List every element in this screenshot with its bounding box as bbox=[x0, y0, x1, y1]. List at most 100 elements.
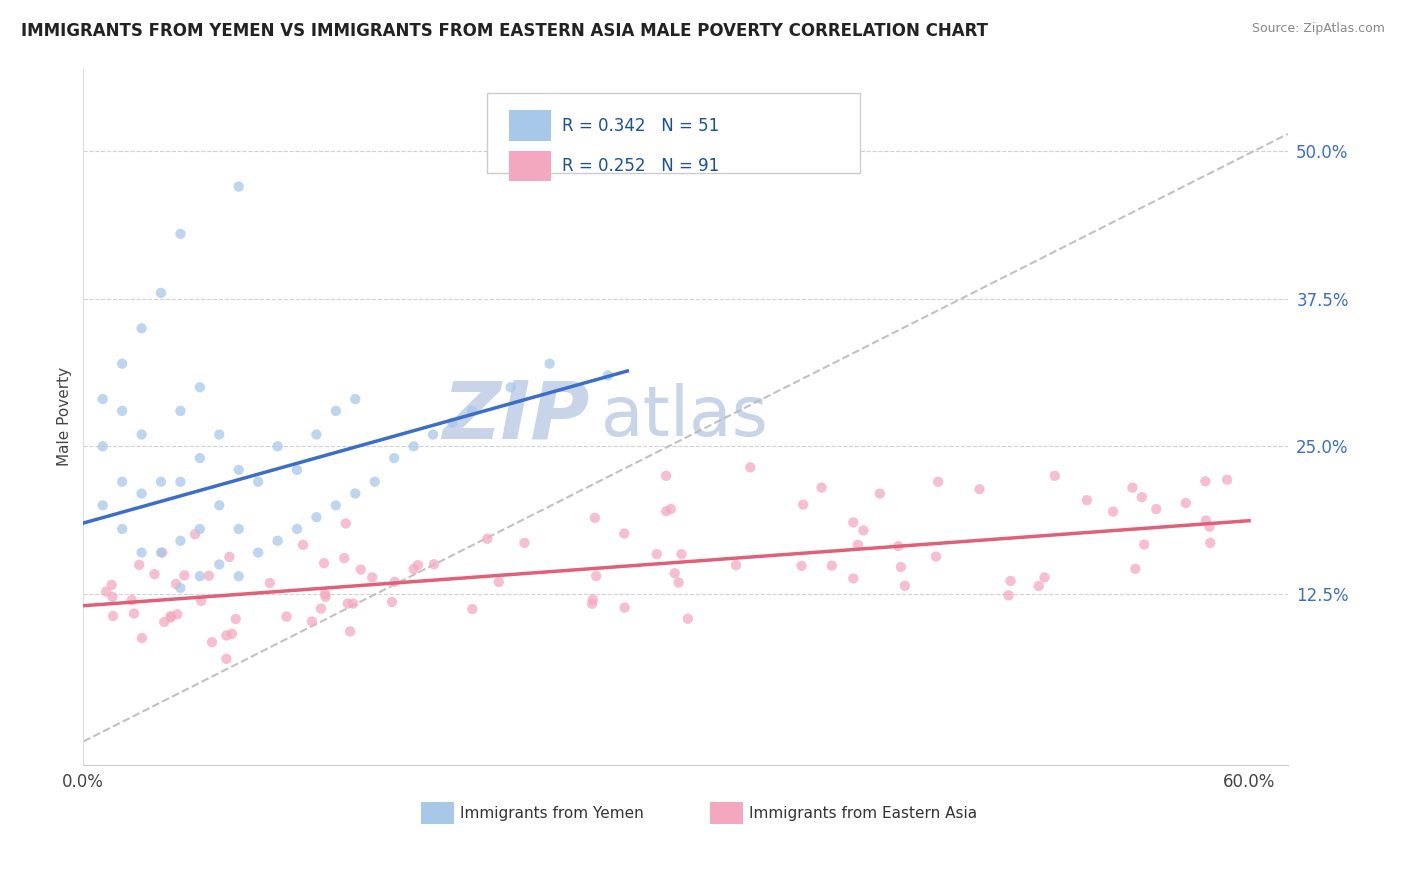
Point bbox=[676, 612, 699, 626]
Point bbox=[160, 610, 183, 624]
Text: Immigrants from Eastern Asia: Immigrants from Eastern Asia bbox=[749, 805, 977, 821]
Point bbox=[655, 468, 678, 483]
Point bbox=[165, 577, 187, 591]
Point bbox=[131, 427, 153, 442]
Point bbox=[810, 481, 832, 495]
Point bbox=[325, 404, 347, 418]
Point bbox=[111, 404, 134, 418]
Point bbox=[276, 609, 298, 624]
Point bbox=[201, 635, 224, 649]
Bar bbox=[509, 151, 551, 181]
Point bbox=[477, 532, 499, 546]
Point bbox=[188, 569, 211, 583]
Point bbox=[1130, 490, 1153, 504]
Point bbox=[821, 558, 844, 573]
Point bbox=[247, 475, 270, 489]
Point bbox=[247, 545, 270, 559]
Point bbox=[159, 609, 181, 624]
Point bbox=[153, 615, 176, 629]
Point bbox=[499, 380, 522, 394]
Point bbox=[585, 569, 607, 583]
Point bbox=[333, 551, 356, 566]
Point bbox=[339, 624, 361, 639]
Point bbox=[740, 460, 762, 475]
Point bbox=[131, 486, 153, 500]
Point bbox=[488, 574, 510, 589]
Point bbox=[122, 607, 145, 621]
Point bbox=[208, 558, 231, 572]
Point bbox=[150, 475, 173, 489]
Point bbox=[188, 522, 211, 536]
Point bbox=[150, 285, 173, 300]
Point bbox=[1144, 502, 1167, 516]
Point bbox=[188, 380, 211, 394]
Point bbox=[613, 600, 636, 615]
Point bbox=[969, 482, 991, 496]
Point bbox=[301, 615, 323, 629]
Point bbox=[1076, 493, 1098, 508]
Point bbox=[208, 499, 231, 513]
Point bbox=[325, 499, 347, 513]
Point bbox=[215, 652, 238, 666]
Point bbox=[305, 510, 328, 524]
Point bbox=[381, 595, 404, 609]
Point bbox=[101, 590, 124, 604]
Point bbox=[111, 475, 134, 489]
Point bbox=[613, 526, 636, 541]
Point bbox=[215, 628, 238, 642]
Point bbox=[382, 451, 405, 466]
Point bbox=[169, 227, 191, 241]
Point bbox=[335, 516, 357, 531]
Point bbox=[1033, 570, 1056, 584]
Point bbox=[342, 597, 364, 611]
Text: IMMIGRANTS FROM YEMEN VS IMMIGRANTS FROM EASTERN ASIA MALE POVERTY CORRELATION C: IMMIGRANTS FROM YEMEN VS IMMIGRANTS FROM… bbox=[21, 22, 988, 40]
Point bbox=[596, 368, 619, 383]
Point bbox=[1133, 537, 1156, 551]
Point bbox=[790, 558, 813, 573]
Point bbox=[266, 533, 288, 548]
Point bbox=[422, 427, 444, 442]
Point bbox=[208, 427, 231, 442]
Point bbox=[221, 627, 243, 641]
Bar bbox=[710, 802, 744, 824]
Point bbox=[441, 416, 464, 430]
Point bbox=[225, 612, 247, 626]
Point bbox=[218, 549, 240, 564]
Point bbox=[228, 463, 250, 477]
Point bbox=[344, 486, 367, 500]
Point bbox=[91, 499, 114, 513]
Point bbox=[887, 539, 910, 553]
Point bbox=[1194, 475, 1216, 489]
Point bbox=[997, 588, 1019, 602]
Point bbox=[111, 357, 134, 371]
Point bbox=[312, 556, 335, 570]
Point bbox=[285, 463, 308, 477]
Point bbox=[169, 404, 191, 418]
Point bbox=[197, 568, 219, 582]
Point bbox=[131, 321, 153, 335]
Point bbox=[581, 597, 603, 611]
Point bbox=[150, 545, 173, 559]
Point bbox=[314, 587, 336, 601]
Point bbox=[91, 439, 114, 453]
Point bbox=[645, 547, 668, 561]
Point bbox=[583, 510, 606, 524]
Point bbox=[1123, 562, 1146, 576]
Point bbox=[292, 538, 315, 552]
Point bbox=[927, 475, 949, 489]
Point bbox=[724, 558, 747, 573]
Point bbox=[188, 451, 211, 466]
Point bbox=[655, 504, 678, 518]
Point bbox=[111, 522, 134, 536]
Point bbox=[852, 524, 875, 538]
Point bbox=[228, 522, 250, 536]
Point bbox=[384, 574, 406, 589]
Point bbox=[423, 558, 446, 572]
Point bbox=[1102, 505, 1125, 519]
Point bbox=[664, 566, 686, 581]
Point bbox=[143, 567, 166, 582]
Point bbox=[131, 631, 153, 645]
Point bbox=[166, 607, 188, 622]
Text: R = 0.252   N = 91: R = 0.252 N = 91 bbox=[561, 157, 718, 175]
Point bbox=[513, 536, 536, 550]
